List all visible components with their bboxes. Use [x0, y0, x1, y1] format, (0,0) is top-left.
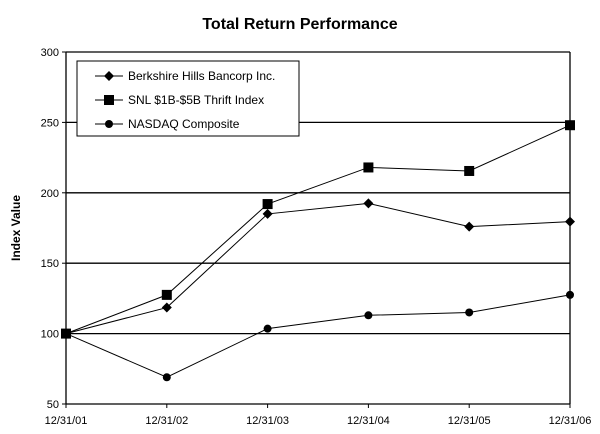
square-marker-icon: [161, 289, 172, 300]
x-tick-label: 12/31/01: [45, 415, 88, 427]
gridlines: [66, 51, 570, 335]
diamond-marker-icon: [565, 216, 575, 227]
chart-title: Total Return Performance: [202, 16, 398, 33]
x-tick-label: 12/31/04: [347, 415, 390, 427]
circle-marker-icon: [566, 290, 574, 299]
y-axis-ticks: 50 100 150 200 250 300: [41, 47, 66, 411]
y-axis-title: Index Value: [9, 195, 23, 261]
diamond-marker-icon: [161, 302, 172, 313]
y-tick-label: 250: [41, 117, 59, 129]
circle-marker-icon: [62, 329, 70, 338]
circle-marker-icon: [162, 373, 171, 382]
axes: [65, 52, 571, 405]
y-tick-label: 150: [41, 258, 59, 270]
series-line: [62, 290, 574, 382]
x-tick-label: 12/31/06: [549, 415, 592, 427]
x-tick-label: 12/31/03: [246, 415, 289, 427]
diamond-marker-icon: [363, 198, 374, 209]
series-line: [61, 120, 575, 339]
y-tick-label: 50: [47, 399, 59, 411]
data-series: [61, 120, 575, 382]
series-line: [61, 198, 575, 339]
circle-marker-icon: [465, 308, 474, 317]
legend-item: NASDAQ Composite: [95, 117, 240, 131]
legend-item: SNL $1B-$5B Thrift Index: [95, 93, 264, 107]
square-marker-icon: [262, 199, 273, 210]
legend-label: SNL $1B-$5B Thrift Index: [128, 93, 264, 107]
diamond-marker-icon: [104, 71, 114, 81]
x-tick-label: 12/31/02: [145, 415, 188, 427]
square-marker-icon: [565, 120, 575, 131]
square-marker-icon: [363, 162, 374, 173]
diamond-marker-icon: [464, 221, 475, 232]
diamond-marker-icon: [262, 208, 273, 219]
legend-label: Berkshire Hills Bancorp Inc.: [128, 69, 275, 83]
circle-marker-icon: [364, 311, 373, 320]
y-tick-label: 300: [41, 47, 59, 59]
legend: Berkshire Hills Bancorp Inc. SNL $1B-$5B …: [76, 60, 300, 137]
square-marker-icon: [464, 165, 475, 176]
square-marker-icon: [104, 95, 114, 105]
y-tick-label: 200: [41, 188, 59, 200]
circle-marker-icon: [263, 324, 272, 333]
y-tick-label: 100: [41, 329, 59, 341]
x-axis-ticks: 12/31/01 12/31/02 12/31/03 12/31/04 12/31/05…: [45, 404, 592, 427]
circle-marker-icon: [105, 120, 113, 128]
x-tick-label: 12/31/05: [448, 415, 491, 427]
legend-label: NASDAQ Composite: [128, 117, 240, 131]
legend-item: Berkshire Hills Bancorp Inc.: [95, 69, 275, 83]
